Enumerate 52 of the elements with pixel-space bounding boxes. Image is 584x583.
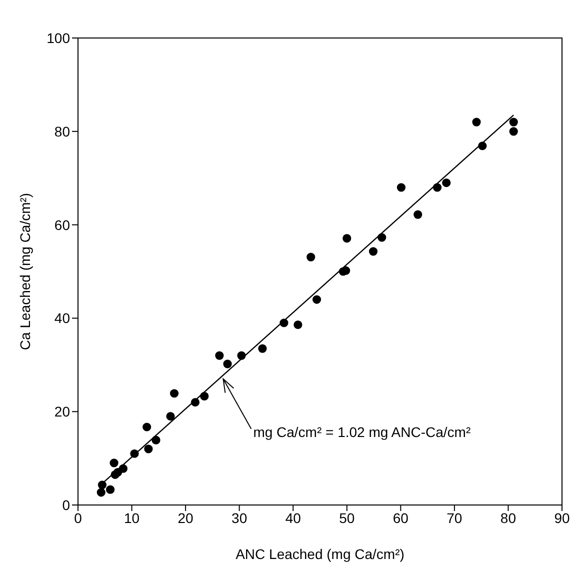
annotation: mg Ca/cm² = 1.02 mg ANC-Ca/cm² (253, 424, 471, 440)
point (170, 389, 179, 398)
point (215, 351, 224, 360)
point (306, 252, 316, 262)
point (258, 344, 267, 353)
x-axis-title: ANC Leached (mg Ca/cm²) (236, 546, 404, 562)
x-tick-label: 0 (74, 510, 82, 526)
point (368, 247, 378, 256)
point (312, 295, 322, 304)
point (118, 464, 128, 473)
point (110, 458, 118, 468)
point (200, 392, 209, 400)
point (342, 266, 350, 275)
y-tick-label: 20 (54, 404, 70, 420)
point (280, 318, 288, 328)
point (509, 127, 518, 136)
x-tick-label: 80 (500, 510, 516, 526)
y-tick-label: 80 (54, 123, 70, 140)
x-tick-label: 90 (554, 510, 570, 526)
x-tick-label: 30 (232, 510, 248, 526)
y-tick-label: 100 (46, 30, 70, 46)
point (106, 485, 115, 494)
y-tick-label: 40 (54, 310, 70, 326)
point (130, 449, 139, 458)
point (237, 351, 246, 360)
point (152, 436, 160, 444)
point (142, 422, 152, 432)
y-axis-title: Ca Leached (mg Ca/cm²) (17, 192, 33, 350)
x-tick-label: 50 (339, 510, 355, 526)
point (98, 480, 106, 490)
y-tick-label: 60 (54, 216, 70, 233)
point (294, 320, 302, 330)
y-tick-label: 0 (62, 496, 70, 513)
point (144, 444, 153, 454)
x-tick-label: 60 (392, 510, 409, 526)
point (166, 412, 175, 421)
point (96, 488, 106, 497)
point (432, 183, 442, 192)
point (472, 118, 481, 126)
point (478, 142, 487, 150)
point (414, 210, 422, 219)
point (396, 183, 406, 192)
x-tick-label: 20 (178, 510, 194, 526)
x-tick-label: 10 (124, 510, 140, 526)
point (190, 398, 200, 407)
x-tick-label: 40 (285, 510, 302, 526)
x-tick-label: 70 (446, 510, 462, 526)
point (442, 178, 451, 188)
point (342, 234, 352, 243)
point (509, 118, 518, 126)
point (223, 360, 232, 368)
point (378, 233, 386, 242)
